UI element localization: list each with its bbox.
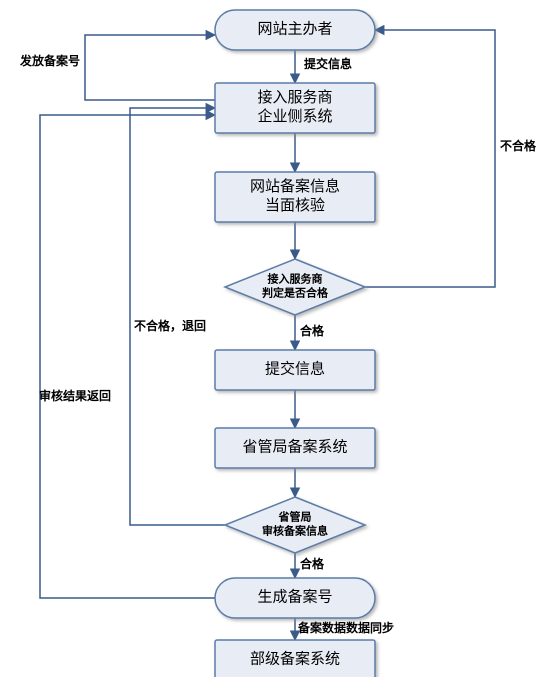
edge-label: 不合格 [500, 138, 537, 153]
node-label: 判定是否合格 [262, 285, 329, 299]
node-verify: 网站备案信息当面核验 [215, 172, 375, 222]
node-label: 当面核验 [265, 197, 325, 214]
node-decision2: 省管局审核备案信息 [225, 497, 365, 553]
node-label: 审核备案信息 [262, 523, 328, 537]
node-isp: 接入服务商企业侧系统 [215, 83, 375, 133]
edge-label: 提交信息 [304, 56, 352, 71]
flow-edge [365, 30, 495, 287]
edge-label: 合格 [300, 323, 325, 338]
node-label: 生成备案号 [257, 587, 332, 605]
edge-label: 合格 [300, 556, 325, 571]
node-generate: 生成备案号 [215, 578, 375, 618]
edge-label: 发放备案号 [19, 53, 80, 68]
node-label: 省管局 [278, 510, 312, 524]
node-decision1: 接入服务商判定是否合格 [225, 259, 365, 315]
node-submit: 提交信息 [215, 350, 375, 390]
edge-label: 不合格，退回 [134, 318, 206, 333]
node-label: 网站备案信息 [250, 177, 340, 195]
node-provincial: 省管局备案系统 [215, 428, 375, 468]
node-label: 部级备案系统 [250, 649, 340, 667]
node-label: 提交信息 [265, 359, 325, 377]
flow-edge [130, 108, 225, 525]
flow-edge [85, 35, 215, 100]
node-label: 接入服务商 [268, 272, 323, 286]
node-label: 企业侧系统 [257, 107, 332, 125]
edge-label: 审核结果返回 [39, 388, 111, 403]
edge-label: 备案数据数据同步 [297, 620, 394, 635]
node-start: 网站主办者 [215, 10, 375, 50]
node-label: 接入服务商 [257, 89, 332, 106]
node-label: 省管局备案系统 [242, 437, 347, 455]
node-ministry: 部级备案系统 [215, 640, 375, 677]
flowchart-svg: 提交信息合格合格备案数据数据同步不合格不合格，退回审核结果返回发放备案号网站主办… [0, 0, 554, 677]
node-label: 网站主办者 [257, 20, 332, 37]
